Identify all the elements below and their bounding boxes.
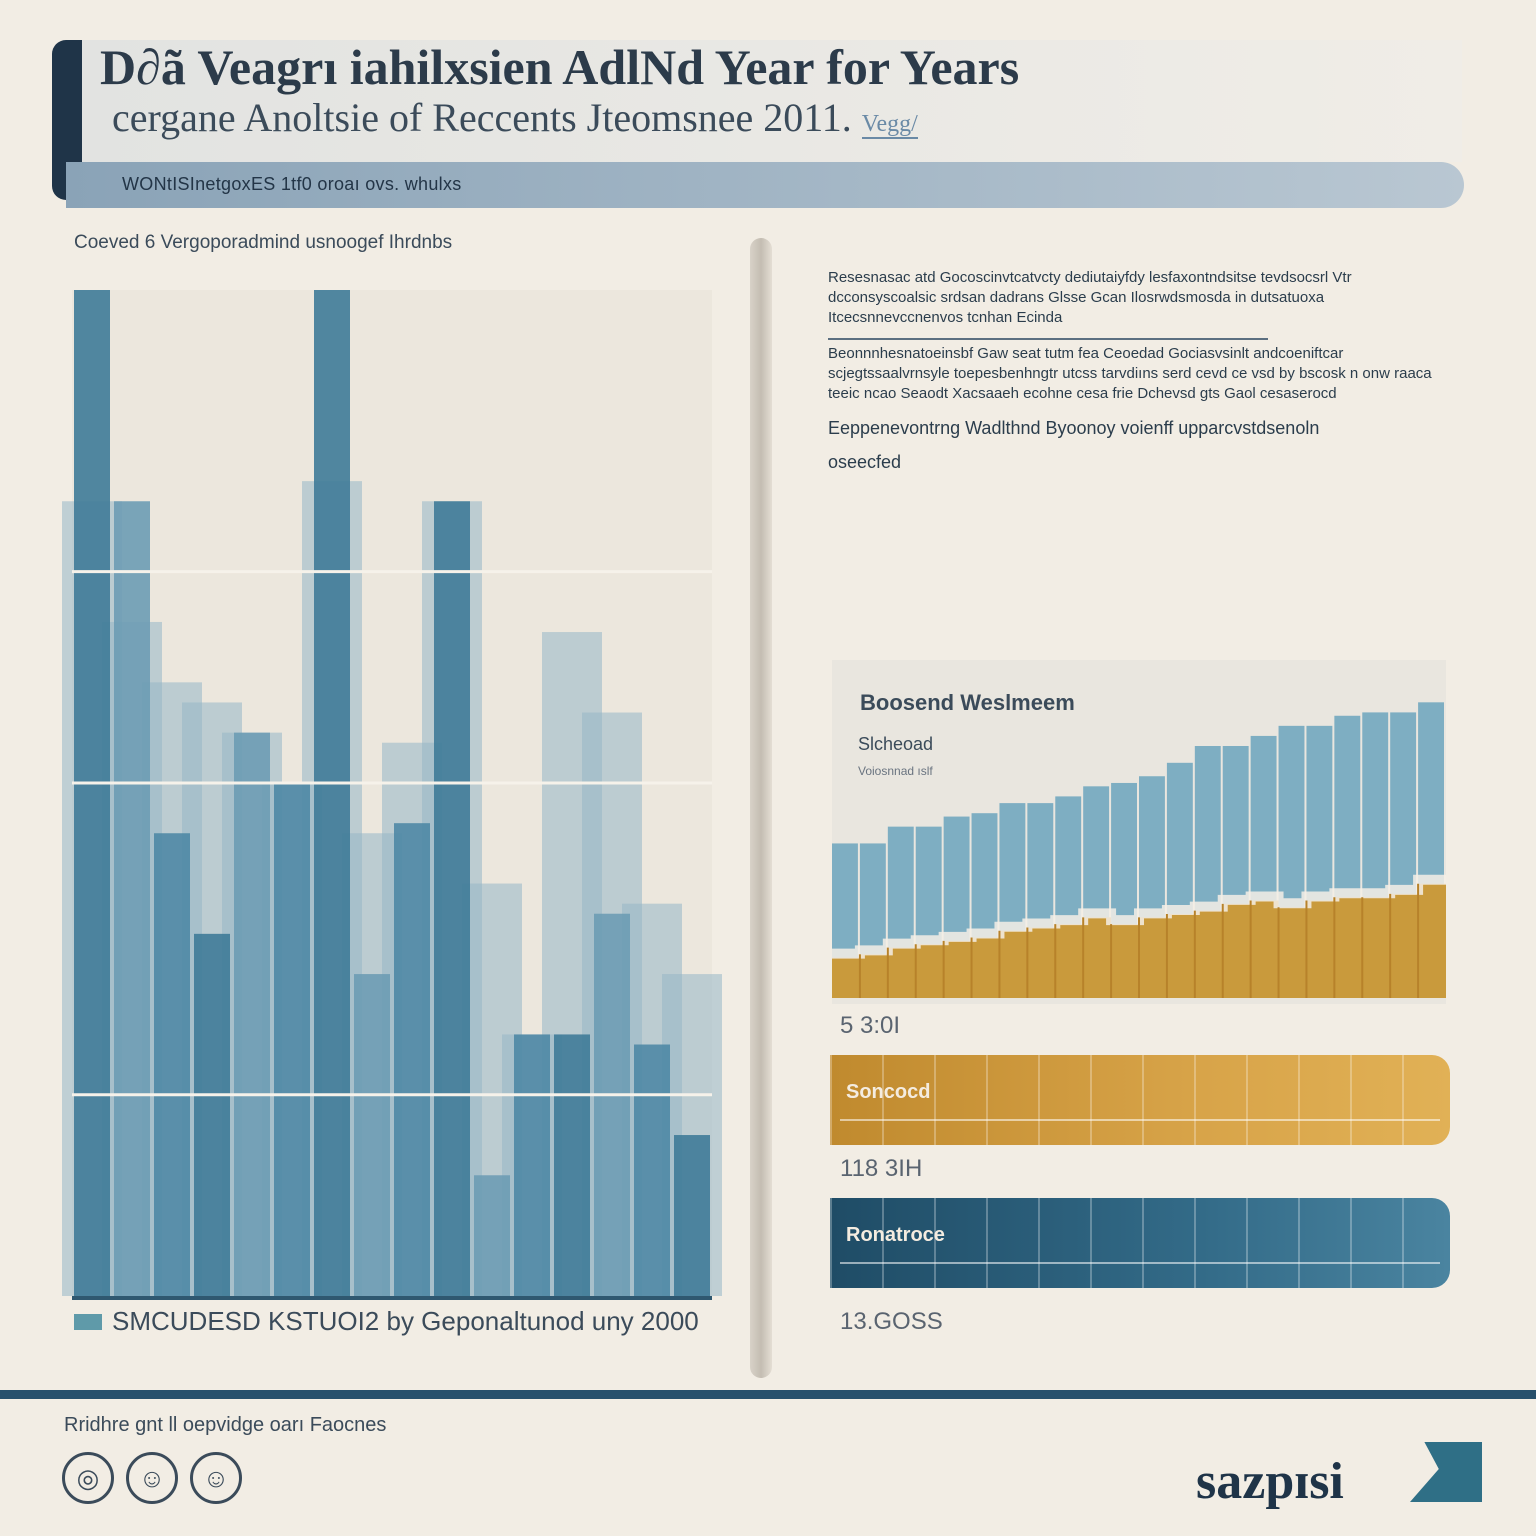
page-subtitle: cergane Anoltsie of Reccents Jteomsnee 2… (112, 94, 918, 141)
bar (634, 1044, 670, 1296)
rule-line (828, 338, 1268, 340)
bar (114, 501, 150, 1296)
footer-text: Rridhre gnt ll oepvidge oarı Faocnes (64, 1414, 387, 1436)
blue-band-label: Ronatroce (846, 1224, 945, 1246)
bar (234, 732, 270, 1296)
column-divider (750, 238, 772, 1378)
legend-label: SMCUDESD KSTUOI2 by Geponaltunod uny 200… (112, 1306, 699, 1336)
legend-swatch (74, 1314, 102, 1330)
bar (154, 833, 190, 1296)
bar (554, 1034, 590, 1296)
subtitle-tag: Vegg/ (861, 111, 918, 139)
bar (674, 1135, 710, 1296)
body-text-block: Resesnasac atd Gocoscinvtcatvcty dediuta… (828, 268, 1458, 482)
bar (434, 501, 470, 1296)
header-band: WONtISInetgoxES 1tf0 oroaı ovs. whulxs (66, 162, 1464, 208)
header-band-text: WONtISInetgoxES 1tf0 oroaı ovs. whulxs (122, 174, 462, 194)
footer-rule (0, 1390, 1536, 1399)
footer-icon-1[interactable]: ◎ (62, 1452, 114, 1504)
value-label-1: 5 3:0I (840, 1012, 901, 1039)
gold-band: Soncocd (830, 1055, 1450, 1145)
right-chart-note: Voiosnnad ıslf (858, 764, 933, 778)
footer-icon-3[interactable]: ☺ (190, 1452, 242, 1504)
gold-band-label: Soncocd (846, 1081, 931, 1103)
bar (394, 823, 430, 1296)
body-paragraph-2: Beonnnhesnatoeinsbf Gaw seat tutm fea Ce… (828, 345, 1432, 402)
bar (194, 933, 230, 1296)
value-label-2: 118 3IH (840, 1155, 923, 1182)
right-area-chart (832, 660, 1446, 1004)
bar (74, 290, 110, 1296)
value-label-3: 13.GOSS (840, 1308, 943, 1335)
left-chart-caption: Coeved 6 Vergoporadmind usnoogef Ihrdnbs (74, 232, 453, 253)
bar (514, 1034, 550, 1296)
bar (274, 782, 310, 1296)
x-axis (72, 1296, 712, 1300)
blue-band-grid (830, 1198, 1450, 1288)
bar (474, 1175, 510, 1296)
gold-band-grid (830, 1055, 1450, 1145)
right-chart-subtitle: Slcheoad (858, 734, 934, 754)
right-chart-title: Boosend Weslmeem (860, 690, 1075, 715)
brand-logo-text: sazpɪsi (1196, 1453, 1344, 1510)
gold-band-line (840, 1119, 1440, 1121)
brand-logo-icon (1410, 1442, 1482, 1502)
header-panel (82, 40, 1462, 162)
left-bar-chart: SMCUDESD KSTUOI2 by Geponaltunod uny 200… (62, 290, 722, 1336)
body-paragraph-1: Resesnasac atd Gocoscinvtcatvcty dediuta… (828, 269, 1352, 326)
blue-band: Ronatroce (830, 1198, 1450, 1288)
footer-icon-2[interactable]: ☺ (126, 1452, 178, 1504)
bar (594, 913, 630, 1296)
page-title: D∂ã Veagrı iahilxsien AdlNd Year for Yea… (100, 39, 1020, 95)
body-paragraph-3: Eeppenevontrng Wadlthnd Byoonoy voienff … (828, 418, 1320, 438)
bar (354, 974, 390, 1296)
body-paragraph-4: oseecfed (828, 452, 902, 472)
blue-band-line (840, 1262, 1440, 1264)
bar (314, 290, 350, 1296)
subtitle-text: cergane Anoltsie of Reccents Jteomsnee 2… (112, 95, 852, 140)
